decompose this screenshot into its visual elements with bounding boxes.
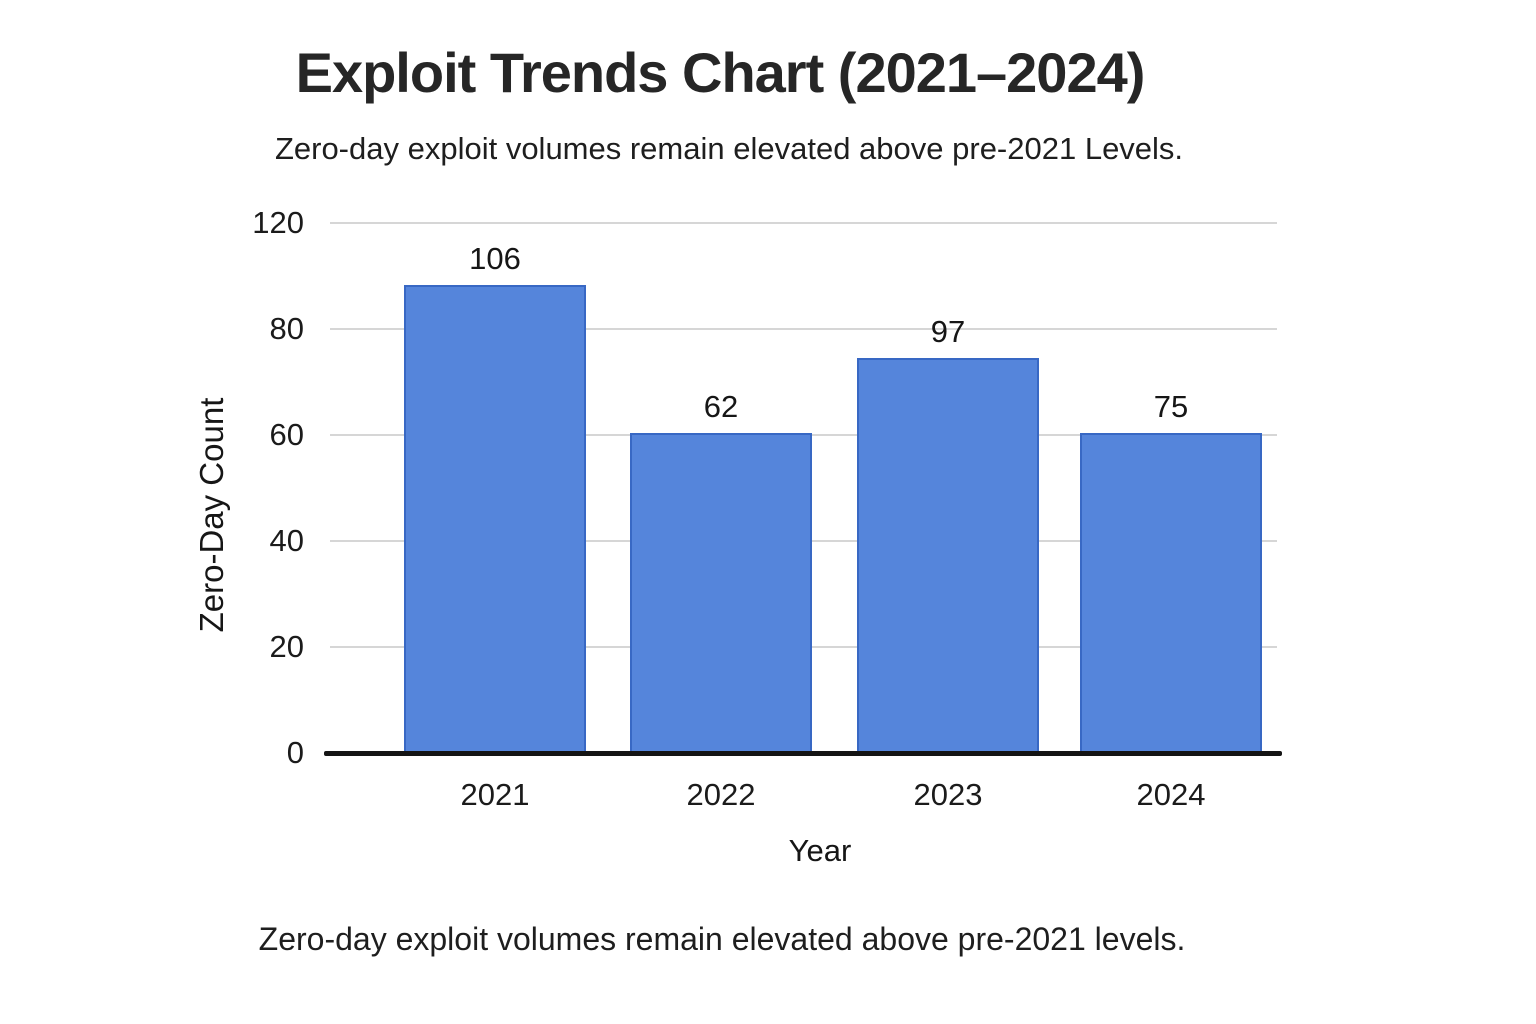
x-tick-label: 2021 [460, 777, 530, 812]
bar-value-label: 106 [469, 241, 521, 276]
bar-value-label: 97 [930, 314, 966, 349]
x-tick-label: 2022 [686, 777, 756, 812]
y-tick-label: 60 [269, 417, 304, 452]
bar-2023 [857, 358, 1039, 753]
gridline [330, 328, 1277, 330]
bar-value-label: 62 [703, 389, 739, 424]
y-tick-label: 20 [269, 629, 304, 664]
y-tick-label: 40 [269, 523, 304, 558]
x-axis-line [324, 751, 1282, 756]
chart-title: Exploit Trends Chart (2021–2024) [295, 41, 1146, 104]
y-tick-label: 0 [286, 735, 304, 770]
x-tick-label: 2023 [913, 777, 983, 812]
chart-caption: Zero-day exploit volumes remain elevated… [258, 921, 1186, 957]
bar-2021 [404, 285, 586, 753]
chart-subtitle: Zero-day exploit volumes remain elevated… [274, 131, 1184, 166]
bar-value-label: 75 [1153, 389, 1189, 424]
bar-2022 [630, 433, 812, 753]
gridline [330, 222, 1277, 224]
x-axis-title: Year [788, 833, 852, 868]
plot-area: 0 20 40 60 80 120 106 62 97 75 2021 2022 2023 2024 [252, 205, 1282, 812]
y-tick-label: 80 [269, 311, 304, 346]
bar-2024 [1080, 433, 1262, 753]
x-tick-label: 2024 [1136, 777, 1206, 812]
y-tick-label: 120 [252, 205, 304, 240]
